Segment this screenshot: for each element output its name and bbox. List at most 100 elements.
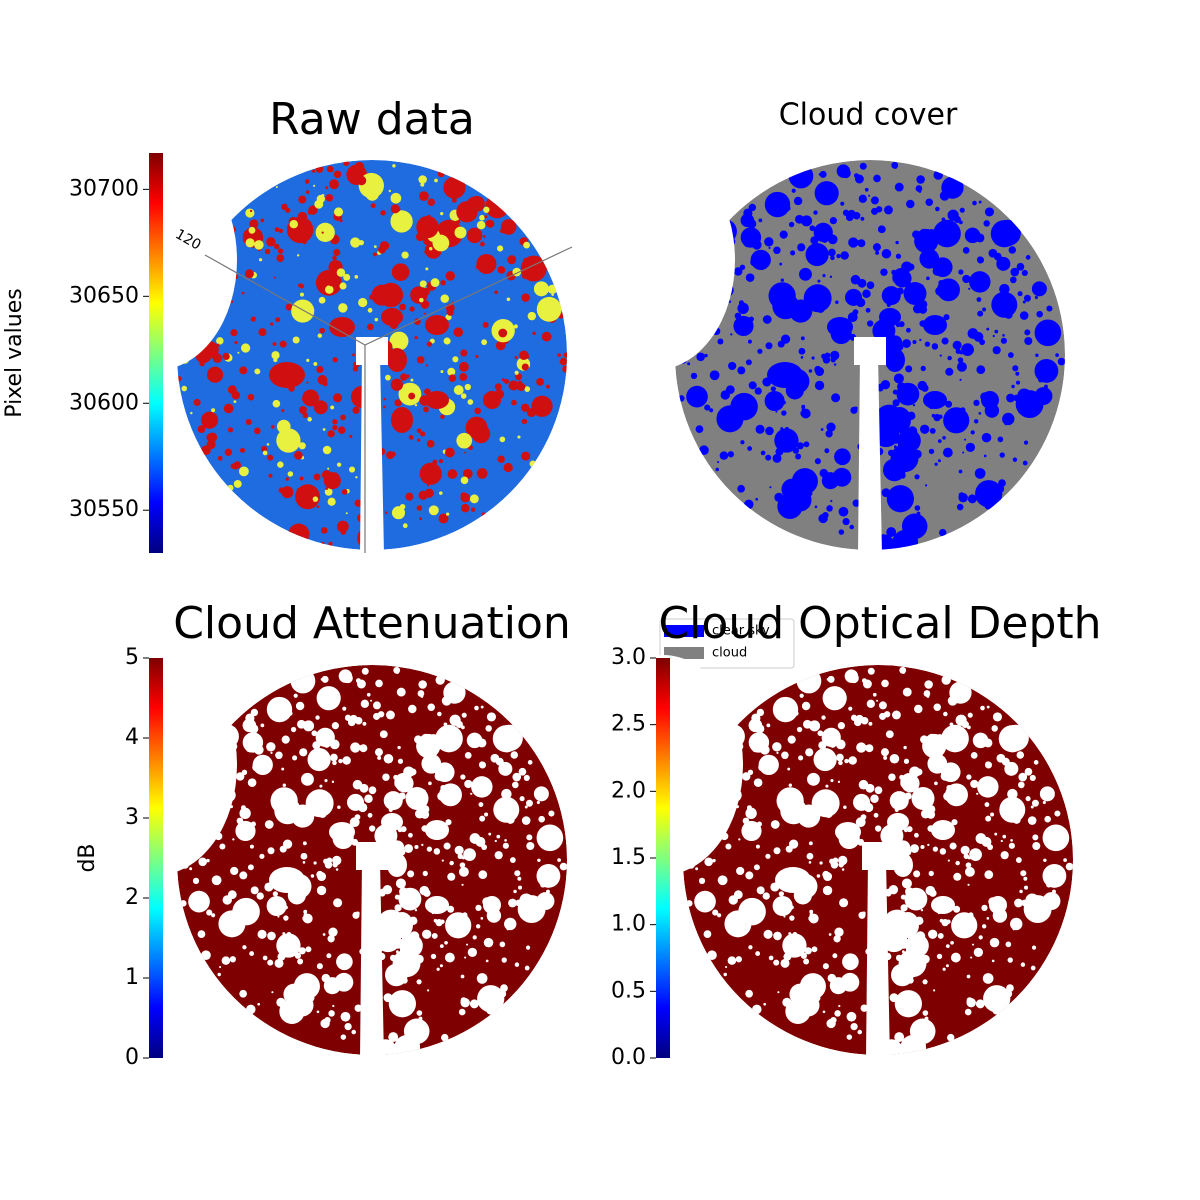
- image-blob: [968, 912, 974, 918]
- image-blob: [821, 472, 839, 490]
- image-blob: [562, 365, 567, 373]
- image-blob: [887, 813, 909, 831]
- image-blob: [445, 912, 472, 939]
- image-blob: [276, 419, 291, 434]
- image-blob: [853, 718, 862, 727]
- image-blob: [275, 317, 281, 323]
- image-blob: [419, 297, 424, 303]
- image-blob: [822, 963, 829, 970]
- image-blob: [260, 723, 265, 728]
- image-blob: [462, 912, 468, 918]
- image-blob: [313, 361, 318, 366]
- image-blob: [332, 357, 338, 363]
- image-blob: [347, 718, 356, 727]
- image-blob: [894, 990, 922, 1018]
- image-blob: [836, 253, 841, 259]
- image-blob: [934, 462, 938, 466]
- image-blob: [298, 405, 307, 415]
- image-blob: [273, 276, 276, 279]
- image-blob: [270, 751, 273, 754]
- image-blob: [966, 974, 971, 979]
- image-blob: [960, 845, 970, 855]
- image-blob: [1016, 751, 1025, 759]
- image-blob: [471, 424, 491, 444]
- image-blob: [219, 843, 226, 850]
- image-blob: [426, 439, 435, 448]
- image-blob: [339, 219, 343, 223]
- image-blob: [211, 875, 222, 886]
- image-blob: [805, 243, 829, 267]
- image-blob: [728, 361, 737, 371]
- panel-title: Cloud Optical Depth: [658, 598, 1101, 649]
- image-blob: [419, 885, 430, 896]
- image-blob: [501, 378, 505, 382]
- image-blob: [296, 254, 300, 257]
- image-blob: [382, 773, 390, 781]
- image-blob: [994, 832, 998, 836]
- image-blob: [388, 189, 392, 193]
- image-blob: [704, 404, 711, 411]
- image-blob: [865, 307, 871, 313]
- image-blob: [460, 349, 468, 357]
- image-blob: [1031, 799, 1039, 807]
- image-blob: [239, 807, 251, 820]
- image-blob: [325, 186, 329, 190]
- image-blob: [383, 405, 386, 409]
- image-blob: [492, 725, 520, 753]
- image-blob: [1027, 816, 1037, 825]
- image-blob: [269, 362, 305, 388]
- image-blob: [973, 331, 984, 342]
- image-blob: [325, 689, 334, 697]
- image-blob: [707, 950, 717, 961]
- image-blob: [925, 885, 936, 896]
- image-blob: [1002, 834, 1007, 839]
- image-blob: [438, 513, 449, 524]
- image-blob: [485, 725, 492, 732]
- image-blob: [978, 412, 982, 415]
- image-blob: [268, 473, 273, 478]
- image-blob: [844, 669, 859, 683]
- image-blob: [419, 462, 442, 485]
- image-blob: [864, 802, 874, 813]
- image-blob: [327, 430, 335, 438]
- image-blob: [297, 958, 304, 965]
- image-blob: [479, 815, 486, 822]
- image-blob: [483, 937, 494, 948]
- image-blob: [415, 232, 425, 242]
- image-blob: [416, 1010, 423, 1016]
- image-blob: [354, 716, 363, 725]
- image-blob: [838, 506, 849, 517]
- image-blob: [976, 365, 986, 375]
- image-blob: [745, 807, 757, 820]
- image-blob: [427, 703, 435, 711]
- image-blob: [831, 689, 840, 697]
- image-blob: [1053, 843, 1061, 851]
- image-blob: [939, 528, 947, 537]
- image-blob: [340, 1034, 347, 1040]
- image-blob: [306, 381, 309, 384]
- image-blob: [1000, 337, 1007, 344]
- image-blob: [299, 476, 304, 481]
- image-blob: [388, 807, 393, 813]
- image-blob: [502, 842, 509, 849]
- image-blob: [350, 742, 361, 753]
- image-blob: [440, 294, 450, 303]
- image-blob: [1001, 757, 1010, 766]
- image-blob: [449, 860, 454, 866]
- image-blob: [440, 211, 444, 216]
- image-blob: [970, 779, 979, 789]
- image-blob: [821, 727, 841, 748]
- image-blob: [273, 243, 280, 250]
- image-blob: [937, 278, 960, 302]
- image-blob: [197, 930, 206, 939]
- image-blob: [1007, 352, 1014, 358]
- image-blob: [474, 705, 479, 711]
- image-blob: [466, 943, 469, 946]
- image-blob: [875, 250, 880, 255]
- image-blob: [1010, 267, 1020, 277]
- image-blob: [476, 253, 497, 274]
- image-blob: [787, 388, 791, 391]
- image-blob: [973, 399, 980, 406]
- image-blob: [781, 751, 789, 760]
- image-blob: [933, 734, 947, 747]
